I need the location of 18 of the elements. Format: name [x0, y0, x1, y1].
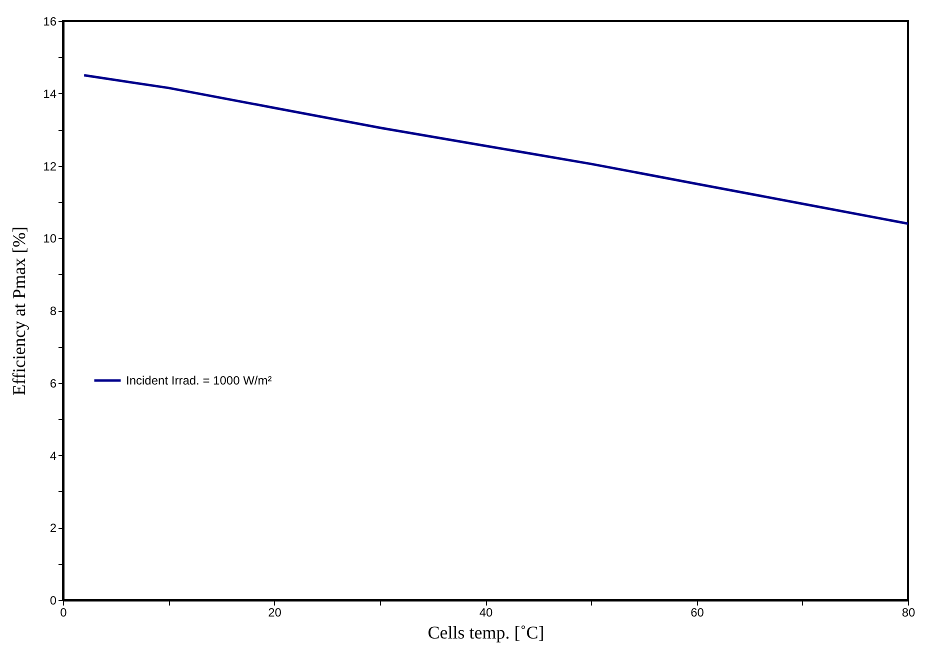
line-series [82, 74, 908, 225]
legend-label: Incident Irrad. = 1000 W/m² [126, 374, 272, 388]
y-tick-label: 2 [50, 521, 57, 536]
y-tick-label: 14 [43, 86, 57, 101]
x-tick-label: 60 [690, 606, 704, 620]
y-tick-label: 8 [50, 304, 57, 318]
y-tick-label: 6 [50, 376, 57, 390]
x-tick-label: 40 [479, 606, 493, 620]
y-axis-title: Efficiency at Pmax [%] [9, 226, 30, 396]
y-tick-label: 4 [50, 448, 57, 463]
y-tick-label: 10 [43, 232, 57, 246]
y-tick-label: 16 [43, 14, 57, 28]
x-tick-label: 80 [902, 606, 916, 620]
x-tick-label: 20 [268, 606, 282, 620]
x-tick-label: 0 [60, 606, 68, 620]
x-axis-title: Cells temp. [˚C] [428, 622, 544, 642]
y-tick-label: 0 [50, 594, 57, 608]
y-tick-label: 12 [43, 159, 57, 174]
